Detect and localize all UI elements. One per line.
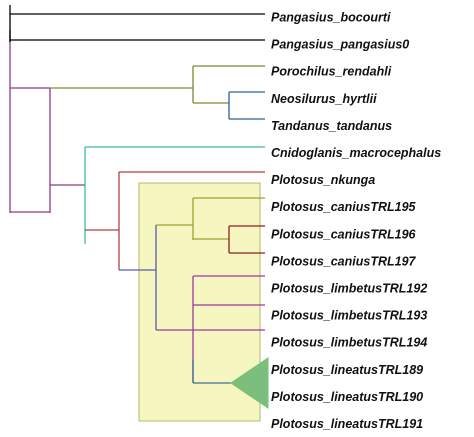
taxon-label: Neosilurus_hyrtlii bbox=[271, 92, 377, 106]
taxon-label: Plotosus_lineatusTRL189 bbox=[271, 363, 423, 377]
taxon-label: Plotosus_limbetusTRL194 bbox=[271, 336, 427, 350]
taxon-label: Plotosus_caniusTRL197 bbox=[271, 254, 417, 268]
taxon-label: Plotosus_caniusTRL195 bbox=[271, 200, 417, 214]
taxon-label: Plotosus_limbetusTRL192 bbox=[271, 282, 427, 296]
taxon-labels: Pangasius_bocourti Pangasius_pangasius0 Po… bbox=[271, 11, 441, 432]
taxon-label: Plotosus_caniusTRL196 bbox=[271, 227, 417, 241]
taxon-label: Pangasius_bocourti bbox=[271, 11, 391, 25]
taxon-label: Pangasius_pangasius0 bbox=[271, 38, 409, 52]
taxon-label: Tandanus_tandanus bbox=[271, 119, 392, 133]
taxon-label: Porochilus_rendahli bbox=[271, 65, 392, 79]
taxon-label: Plotosus_nkunga bbox=[271, 173, 375, 187]
tree-branches bbox=[9, 5, 265, 384]
taxon-label: Plotosus_lineatusTRL191 bbox=[271, 417, 423, 431]
taxon-label: Plotosus_limbetusTRL193 bbox=[271, 309, 427, 323]
taxon-label: Cnidoglanis_macrocephalus bbox=[271, 146, 441, 160]
collapsed-clade-triangle bbox=[230, 357, 269, 409]
taxon-label: Plotosus_lineatusTRL190 bbox=[271, 390, 423, 404]
